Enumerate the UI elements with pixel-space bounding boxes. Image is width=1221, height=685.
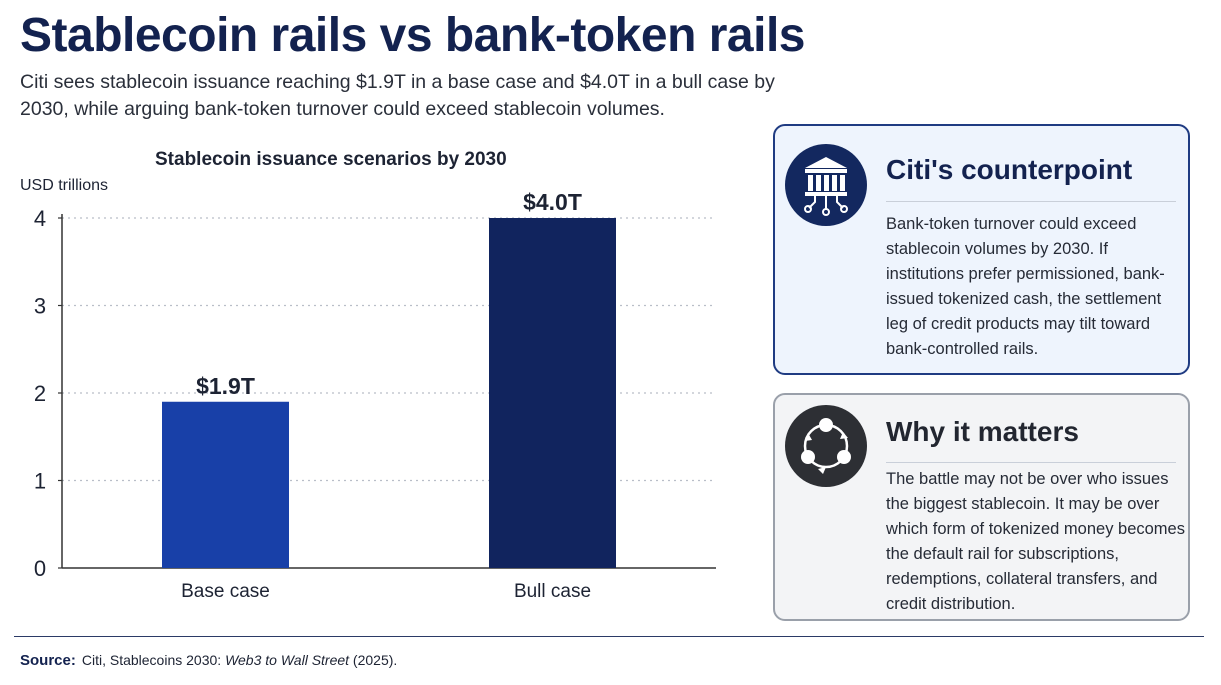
- page-subtitle: Citi sees stablecoin issuance reaching $…: [20, 71, 775, 120]
- counterpoint-card: Citi's counterpoint Bank-token turnover …: [773, 124, 1190, 375]
- y-tick-label: 1: [34, 469, 46, 494]
- why-it-matters-divider: [886, 462, 1176, 463]
- bar-bull-case: [489, 218, 616, 568]
- footer-divider: [14, 636, 1204, 637]
- y-tick-label: 3: [34, 294, 46, 319]
- y-tick-label: 2: [34, 381, 46, 406]
- bar-base-case: [162, 401, 289, 568]
- bank-building-icon: [785, 144, 867, 226]
- counterpoint-body: Bank-token turnover could exceed stablec…: [886, 215, 1165, 358]
- x-tick-label: Base case: [181, 581, 270, 602]
- y-axis-label: USD trillions: [20, 177, 109, 194]
- why-it-matters-body: The battle may not be over who issues th…: [886, 470, 1185, 613]
- source-label: Source:: [20, 652, 76, 669]
- source-year: (2025).: [349, 652, 398, 668]
- source-note: Source: Citi, Stablecoins 2030: Web3 to W…: [20, 652, 397, 669]
- source-org: Citi, Stablecoins 2030:: [81, 652, 226, 668]
- data-label: $4.0T: [523, 190, 582, 215]
- page-title: Stablecoin rails vs bank-token rails: [20, 9, 805, 62]
- counterpoint-heading: Citi's counterpoint: [886, 154, 1133, 185]
- source-title: Web3 to Wall Street: [225, 652, 350, 668]
- cycle-network-icon: [785, 405, 867, 487]
- y-tick-label: 0: [34, 556, 46, 581]
- why-it-matters-card: Why it matters The battle may not be ove…: [773, 393, 1190, 621]
- why-it-matters-heading: Why it matters: [886, 416, 1079, 447]
- y-tick-label: 4: [34, 206, 46, 231]
- counterpoint-divider: [886, 201, 1176, 202]
- data-label: $1.9T: [196, 373, 255, 399]
- x-tick-label: Bull case: [514, 581, 591, 602]
- chart-title: Stablecoin issuance scenarios by 2030: [155, 149, 507, 170]
- bar-chart: 0 1 2 3 4 $1.9T Base case $4.0T Bull case: [34, 190, 716, 602]
